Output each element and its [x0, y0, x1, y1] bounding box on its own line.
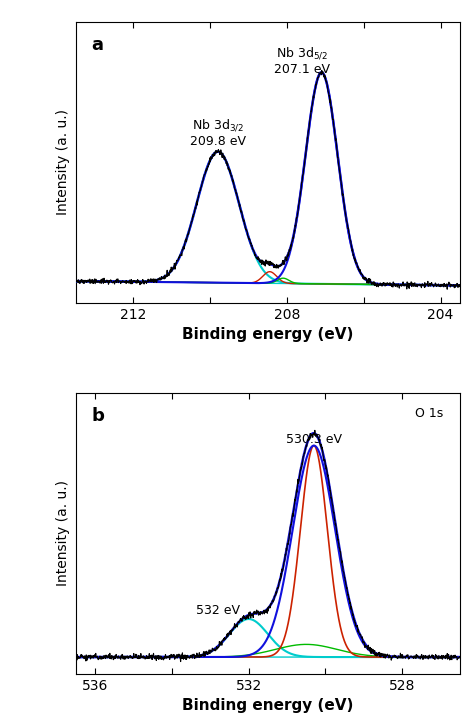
Y-axis label: Intensity (a. u.): Intensity (a. u.)	[56, 480, 70, 587]
Text: 530.3 eV: 530.3 eV	[286, 432, 342, 445]
Y-axis label: Intensity (a. u.): Intensity (a. u.)	[56, 109, 70, 215]
Text: a: a	[91, 36, 103, 54]
Text: 532 eV: 532 eV	[196, 604, 240, 617]
X-axis label: Binding energy (eV): Binding energy (eV)	[182, 327, 354, 342]
Text: Nb 3d$_{3/2}$
209.8 eV: Nb 3d$_{3/2}$ 209.8 eV	[190, 118, 246, 148]
Text: b: b	[91, 407, 104, 424]
Text: Nb 3d$_{5/2}$
207.1 eV: Nb 3d$_{5/2}$ 207.1 eV	[274, 46, 330, 77]
Text: O 1s: O 1s	[415, 407, 443, 420]
X-axis label: Binding energy (eV): Binding energy (eV)	[182, 698, 354, 713]
